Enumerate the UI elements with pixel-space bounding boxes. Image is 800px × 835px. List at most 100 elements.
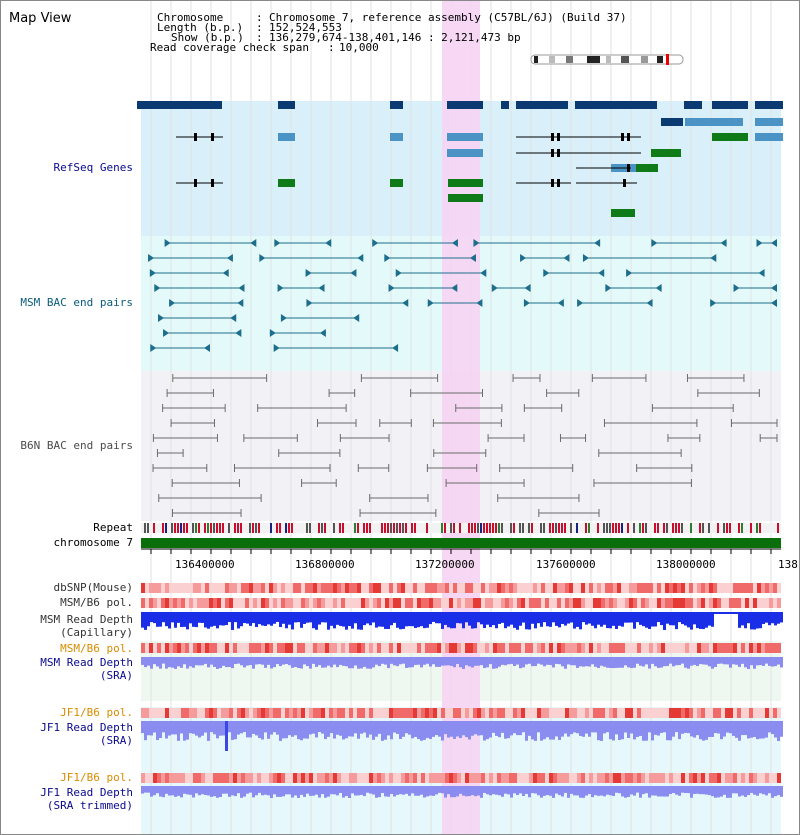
polymorphism-cell [441, 643, 445, 653]
polymorphism-cell [753, 583, 757, 593]
repeat-element [681, 523, 683, 533]
read-depth-bar [525, 786, 528, 794]
read-depth-bar [333, 721, 336, 739]
polymorphism-cell [317, 643, 321, 653]
read-depth-bar [435, 657, 438, 667]
polymorphism-cell [505, 583, 509, 593]
polymorphism-cell [365, 773, 369, 783]
repeat-element [195, 523, 197, 533]
polymorphism-cell [369, 773, 373, 783]
read-depth-bar [312, 612, 315, 629]
bac-end-marker [543, 269, 550, 277]
repeat-element [387, 523, 389, 533]
read-depth-bar [666, 612, 669, 624]
repeat-element [690, 523, 692, 533]
polymorphism-cell [649, 598, 653, 608]
polymorphism-cell [453, 583, 457, 593]
read-depth-bar [501, 786, 504, 797]
repeat-element [177, 523, 179, 533]
read-depth-bar [522, 721, 525, 733]
read-depth-bar [582, 657, 585, 667]
repeat-element [741, 523, 743, 533]
read-depth-bar [654, 786, 657, 796]
gene-feature [685, 118, 743, 126]
polymorphism-cell [345, 643, 349, 653]
read-depth-bar [528, 657, 531, 664]
read-depth-bar [630, 721, 633, 734]
polymorphism-cell [165, 598, 169, 608]
read-depth-bar [411, 721, 414, 739]
polymorphism-cell [589, 598, 593, 608]
read-depth-bar [285, 657, 288, 665]
read-depth-bar [633, 721, 636, 740]
repeat-element [588, 523, 590, 533]
read-depth-bar [246, 657, 249, 666]
read-depth-bar [180, 721, 183, 734]
read-depth-bar [336, 786, 339, 796]
polymorphism-cell [265, 583, 269, 593]
polymorphism-cell [217, 583, 221, 593]
read-depth-bar [363, 612, 366, 626]
read-depth-bar [378, 786, 381, 798]
read-depth-bar [357, 721, 360, 739]
bac-end-marker [273, 344, 280, 352]
polymorphism-cell [489, 708, 493, 718]
read-depth-bar [207, 612, 210, 629]
polymorphism-cell [417, 583, 421, 593]
bac-end-marker [305, 269, 312, 277]
read-depth-bar [255, 786, 258, 796]
repeat-element [306, 523, 308, 533]
polymorphism-cell [409, 708, 413, 718]
read-depth-bar [279, 786, 282, 797]
polymorphism-cell [309, 583, 313, 593]
read-depth-bar [582, 786, 585, 798]
read-depth-bar [246, 786, 249, 794]
repeat-element [654, 523, 656, 533]
repeat-element [597, 523, 599, 533]
bac-end-marker [720, 239, 727, 247]
polymorphism-cell [653, 583, 657, 593]
read-depth-bar [681, 612, 684, 625]
polymorphism-cell [413, 708, 417, 718]
polymorphism-cell [661, 583, 665, 593]
read-depth-bar [606, 612, 609, 629]
polymorphism-cell [517, 643, 521, 653]
polymorphism-cell [161, 773, 165, 783]
read-depth-bar [456, 721, 459, 737]
polymorphism-cell [773, 773, 777, 783]
read-depth-bar [534, 721, 537, 741]
polymorphism-cell [561, 598, 565, 608]
read-depth-bar [291, 612, 294, 630]
read-depth-bar [747, 721, 750, 739]
polymorphism-cell [225, 598, 229, 608]
polymorphism-cell [313, 773, 317, 783]
read-depth-bar [744, 612, 747, 629]
track-label-jf1-b6-pol-1: JF1/B6 pol. [60, 706, 133, 719]
read-depth-bar [426, 721, 429, 738]
polymorphism-cell [725, 583, 729, 593]
polymorphism-cell [601, 773, 605, 783]
read-depth-bar [168, 657, 171, 668]
read-depth-bar [486, 721, 489, 740]
polymorphism-cell [317, 598, 321, 608]
repeat-element [324, 523, 326, 533]
read-depth-bar [591, 786, 594, 798]
read-depth-bar [282, 612, 285, 624]
polymorphism-cell [561, 708, 565, 718]
polymorphism-cell [505, 773, 509, 783]
read-depth-bar [777, 612, 780, 624]
read-depth-bar [531, 786, 534, 794]
read-depth-bar [360, 612, 363, 630]
read-depth-bar [543, 721, 546, 740]
read-depth-bar [450, 786, 453, 798]
polymorphism-cell [201, 643, 205, 653]
polymorphism-cell [705, 583, 709, 593]
polymorphism-cell [145, 708, 149, 718]
read-depth-bar [504, 721, 507, 739]
read-depth-bar [531, 612, 534, 624]
polymorphism-cell [381, 643, 385, 653]
polymorphism-cell [725, 708, 729, 718]
polymorphism-cell [513, 598, 517, 608]
read-depth-bar [180, 612, 183, 628]
